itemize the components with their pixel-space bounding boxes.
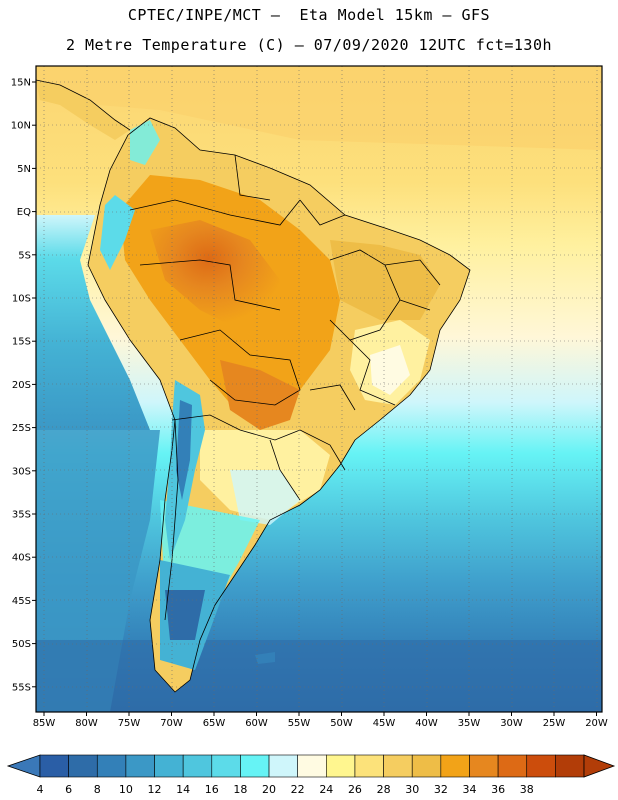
chart-subtitle: 2 Metre Temperature (C) – 07/09/2020 12U…	[65, 36, 553, 54]
colorbar-swatch	[68, 754, 98, 778]
lat-label: 25S	[12, 423, 31, 434]
latitude-labels: 15N 10N 5N EQ 5S 10S 15S 20S 25S 30S 35S 40S 45S 50S 5…	[11, 78, 36, 693]
colorbar-label: 16	[205, 783, 219, 796]
lon-label: 65W	[203, 718, 226, 729]
colorbar: 4 6 8 10 12 14 16 18 20 22 24 26 28 30 32 34 36 38	[6, 754, 616, 796]
colorbar-label: 34	[462, 783, 476, 796]
colorbar-label: 6	[65, 783, 72, 796]
colorbar-swatch	[268, 754, 298, 778]
lon-label: 80W	[75, 718, 98, 729]
colorbar-swatch	[411, 754, 442, 778]
lat-label: 55S	[12, 682, 31, 693]
colorbar-swatch	[497, 754, 528, 778]
colorbar-swatch	[526, 754, 556, 778]
colorbar-swatch	[555, 754, 585, 778]
colorbar-swatch	[182, 754, 213, 778]
colorbar-swatch	[211, 754, 241, 778]
lon-label: 75W	[118, 718, 141, 729]
lon-label: 55W	[288, 718, 311, 729]
colorbar-label: 28	[377, 783, 391, 796]
longitude-labels: 85W 80W 75W 70W 65W 60W 55W 50W 45W 40W 35W 30W 25W 2…	[33, 712, 608, 729]
colorbar-high-arrow	[583, 754, 616, 778]
colorbar-label: 32	[434, 783, 448, 796]
lat-label: 10N	[11, 121, 31, 132]
colorbar-swatch	[39, 754, 69, 778]
lat-label: 5N	[17, 164, 31, 175]
lat-label: 15N	[11, 78, 31, 89]
lon-label: 25W	[543, 718, 566, 729]
map-field	[36, 66, 602, 712]
lat-label: 35S	[12, 510, 31, 521]
colorbar-swatch	[383, 754, 413, 778]
colorbar-swatch	[154, 754, 184, 778]
lat-label: EQ	[17, 207, 31, 218]
colorbar-label: 26	[348, 783, 362, 796]
lon-label: 35W	[458, 718, 481, 729]
colorbar-label: 36	[491, 783, 505, 796]
country-borders	[36, 79, 471, 693]
lat-label: 10S	[12, 294, 31, 305]
lon-label: 45W	[373, 718, 396, 729]
colorbar-label: 30	[405, 783, 419, 796]
lon-label: 60W	[245, 718, 268, 729]
colorbar-label: 22	[291, 783, 305, 796]
lat-label: 20S	[12, 380, 31, 391]
lat-label: 45S	[12, 596, 31, 607]
colorbar-label: 20	[262, 783, 276, 796]
lat-label: 40S	[12, 553, 31, 564]
lat-label: 50S	[12, 639, 31, 650]
lat-label: 15S	[12, 337, 31, 348]
colorbar-swatch	[240, 754, 270, 778]
colorbar-swatch	[96, 754, 127, 778]
colorbar-label: 12	[148, 783, 162, 796]
lon-label: 70W	[160, 718, 183, 729]
colorbar-swatch	[354, 754, 384, 778]
colorbar-swatch	[440, 754, 470, 778]
map-frame	[35, 65, 603, 713]
colorbar-label: 14	[176, 783, 190, 796]
colorbar-label: 8	[94, 783, 101, 796]
lon-label: 85W	[33, 718, 56, 729]
colorbar-label: 24	[319, 783, 333, 796]
colorbar-swatch	[469, 754, 499, 778]
colorbar-label: 10	[119, 783, 133, 796]
lon-label: 40W	[415, 718, 438, 729]
chart-title: CPTEC/INPE/MCT – Eta Model 15km – GFS	[127, 6, 491, 24]
colorbar-swatch	[125, 754, 155, 778]
colorbar-low-arrow	[6, 754, 41, 778]
colorbar-label: 38	[520, 783, 534, 796]
lon-label: 50W	[330, 718, 353, 729]
colorbar-label: 4	[37, 783, 44, 796]
lon-label: 30W	[500, 718, 523, 729]
colorbar-label: 18	[233, 783, 247, 796]
lat-label: 30S	[12, 466, 31, 477]
lat-label: 5S	[18, 250, 31, 261]
colorbar-swatch	[326, 754, 356, 778]
colorbar-swatch	[297, 754, 327, 778]
lon-label: 20W	[585, 718, 608, 729]
